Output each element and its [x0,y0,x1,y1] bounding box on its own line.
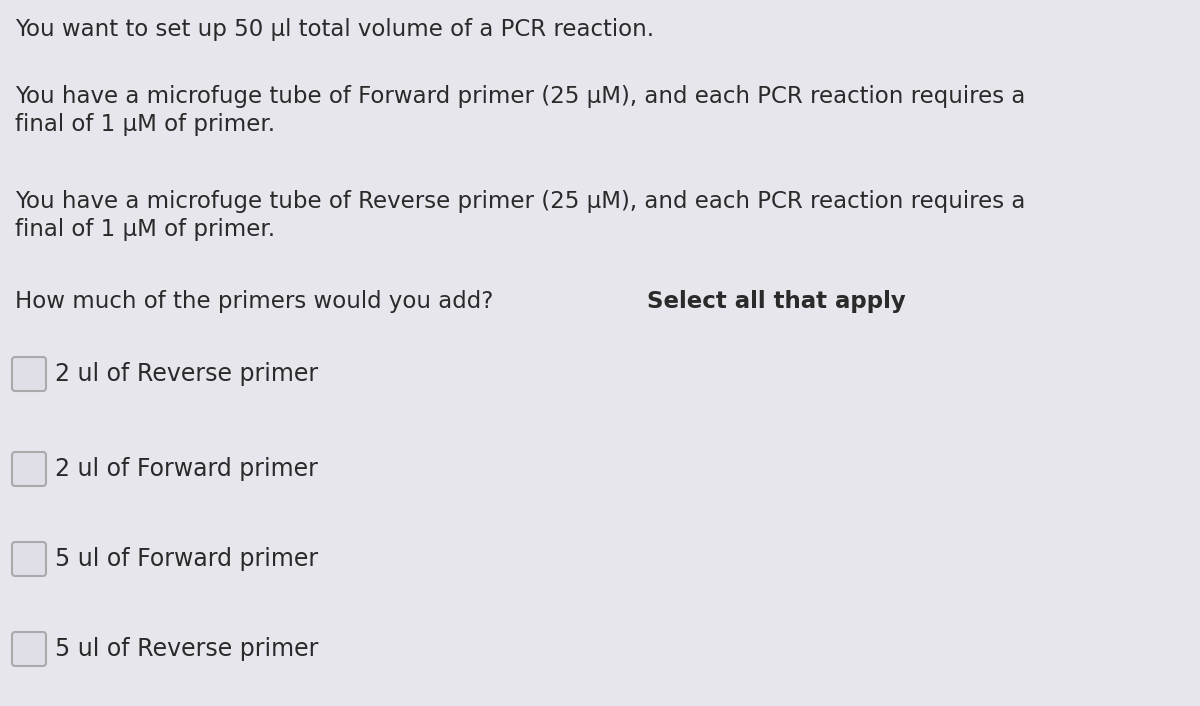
Text: You have a microfuge tube of Forward primer (25 µM), and each PCR reaction requi: You have a microfuge tube of Forward pri… [14,85,1025,108]
FancyBboxPatch shape [12,452,46,486]
FancyBboxPatch shape [12,542,46,576]
Text: You have a microfuge tube of Reverse primer (25 µM), and each PCR reaction requi: You have a microfuge tube of Reverse pri… [14,190,1025,213]
Text: final of 1 µM of primer.: final of 1 µM of primer. [14,113,275,136]
Text: You want to set up 50 µl total volume of a PCR reaction.: You want to set up 50 µl total volume of… [14,18,654,41]
Text: final of 1 µM of primer.: final of 1 µM of primer. [14,218,275,241]
Text: Select all that apply: Select all that apply [647,290,906,313]
Text: 5 ul of Forward primer: 5 ul of Forward primer [55,547,318,571]
Text: 2 ul of Reverse primer: 2 ul of Reverse primer [55,362,318,386]
FancyBboxPatch shape [12,632,46,666]
Text: 5 ul of Reverse primer: 5 ul of Reverse primer [55,637,318,661]
Text: 2 ul of Forward primer: 2 ul of Forward primer [55,457,318,481]
FancyBboxPatch shape [12,357,46,391]
Text: How much of the primers would you add?: How much of the primers would you add? [14,290,500,313]
